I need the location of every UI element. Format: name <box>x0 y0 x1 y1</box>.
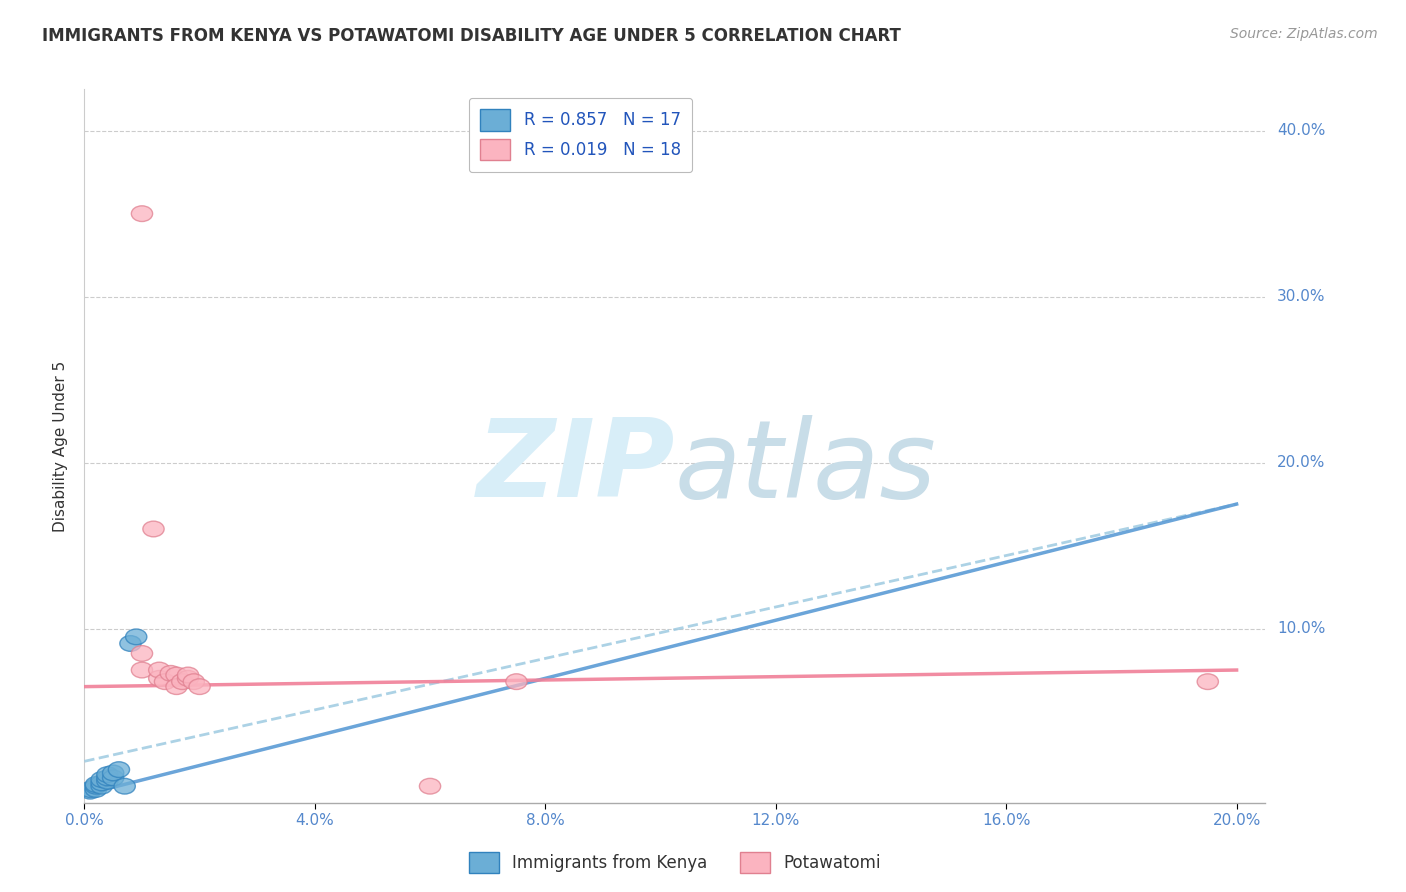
Ellipse shape <box>91 775 112 790</box>
Ellipse shape <box>172 673 193 690</box>
Ellipse shape <box>183 673 204 690</box>
Ellipse shape <box>108 762 129 778</box>
Ellipse shape <box>166 667 187 683</box>
Ellipse shape <box>177 671 198 686</box>
Text: 30.0%: 30.0% <box>1277 289 1326 304</box>
Ellipse shape <box>155 673 176 690</box>
Ellipse shape <box>86 779 107 794</box>
Ellipse shape <box>160 665 181 681</box>
Ellipse shape <box>120 636 141 651</box>
Ellipse shape <box>91 779 112 794</box>
Ellipse shape <box>419 779 440 794</box>
Text: 40.0%: 40.0% <box>1277 123 1326 138</box>
Ellipse shape <box>91 772 112 788</box>
Ellipse shape <box>166 679 187 695</box>
Text: IMMIGRANTS FROM KENYA VS POTAWATOMI DISABILITY AGE UNDER 5 CORRELATION CHART: IMMIGRANTS FROM KENYA VS POTAWATOMI DISA… <box>42 27 901 45</box>
Ellipse shape <box>149 671 170 686</box>
Legend: Immigrants from Kenya, Potawatomi: Immigrants from Kenya, Potawatomi <box>461 846 889 880</box>
Ellipse shape <box>103 765 124 780</box>
Ellipse shape <box>506 673 527 690</box>
Text: atlas: atlas <box>675 415 936 520</box>
Ellipse shape <box>188 679 211 695</box>
Ellipse shape <box>149 662 170 678</box>
Ellipse shape <box>1197 673 1219 690</box>
Ellipse shape <box>97 770 118 786</box>
Ellipse shape <box>131 646 153 661</box>
Ellipse shape <box>143 521 165 537</box>
Ellipse shape <box>103 770 124 786</box>
Ellipse shape <box>97 767 118 782</box>
Ellipse shape <box>177 667 198 683</box>
Ellipse shape <box>80 781 101 797</box>
Ellipse shape <box>86 781 107 797</box>
Text: 20.0%: 20.0% <box>1277 455 1326 470</box>
Ellipse shape <box>86 777 107 792</box>
Ellipse shape <box>97 773 118 789</box>
Ellipse shape <box>131 662 153 678</box>
Text: 10.0%: 10.0% <box>1277 621 1326 636</box>
Ellipse shape <box>80 783 101 799</box>
Ellipse shape <box>131 206 153 221</box>
Text: ZIP: ZIP <box>477 415 675 520</box>
Text: Source: ZipAtlas.com: Source: ZipAtlas.com <box>1230 27 1378 41</box>
Y-axis label: Disability Age Under 5: Disability Age Under 5 <box>53 360 69 532</box>
Ellipse shape <box>114 779 135 794</box>
Ellipse shape <box>125 629 146 645</box>
